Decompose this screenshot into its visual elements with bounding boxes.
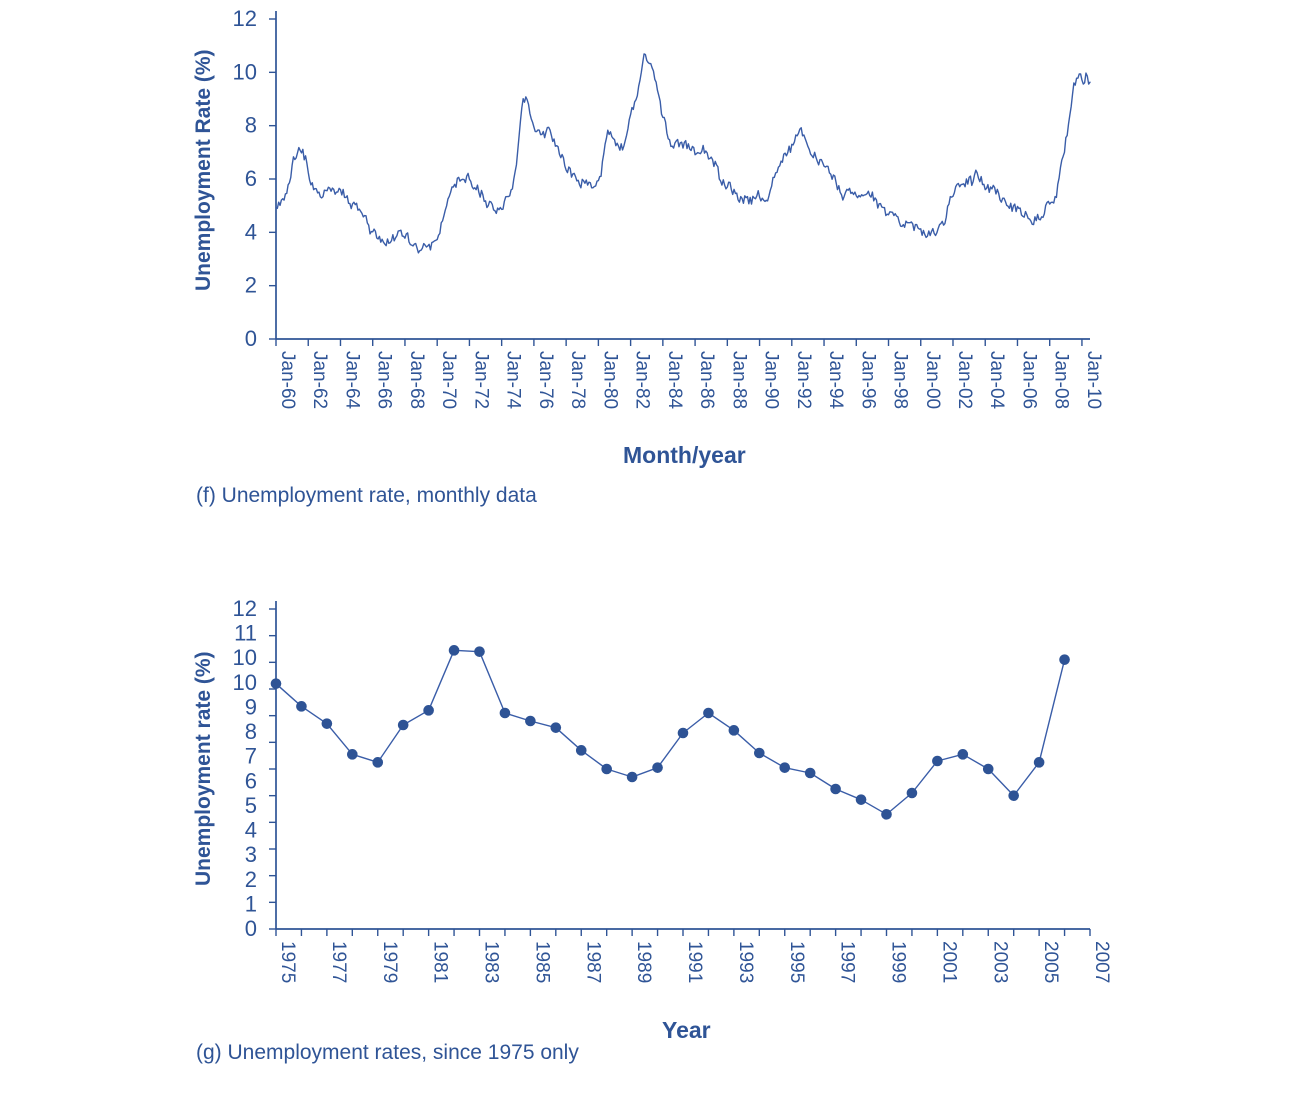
svg-text:2003: 2003: [989, 941, 1010, 983]
svg-text:2007: 2007: [1091, 941, 1112, 983]
svg-text:Jan-98: Jan-98: [890, 351, 911, 409]
svg-text:2001: 2001: [938, 941, 959, 983]
svg-text:1975: 1975: [277, 941, 298, 983]
svg-text:12: 12: [233, 596, 257, 621]
svg-text:1999: 1999: [888, 941, 909, 983]
svg-text:Jan-66: Jan-66: [374, 351, 395, 409]
svg-text:1991: 1991: [684, 941, 705, 983]
svg-text:10: 10: [233, 59, 257, 84]
svg-text:10: 10: [233, 645, 257, 670]
svg-text:Jan-68: Jan-68: [406, 351, 427, 409]
svg-text:Jan-88: Jan-88: [728, 351, 749, 409]
svg-text:Jan-04: Jan-04: [986, 351, 1007, 410]
svg-text:0: 0: [245, 326, 257, 351]
svg-text:1995: 1995: [786, 941, 807, 983]
svg-text:Jan-06: Jan-06: [1018, 351, 1039, 409]
svg-text:Jan-10: Jan-10: [1083, 351, 1104, 409]
svg-text:2: 2: [245, 273, 257, 298]
svg-text:2: 2: [245, 867, 257, 892]
svg-text:Jan-78: Jan-78: [567, 351, 588, 409]
svg-text:4: 4: [245, 219, 257, 244]
svg-text:10: 10: [233, 670, 257, 695]
svg-text:Jan-00: Jan-00: [922, 351, 943, 409]
svg-text:8: 8: [245, 719, 257, 744]
svg-text:9: 9: [245, 694, 257, 719]
svg-text:1989: 1989: [633, 941, 654, 983]
svg-text:2005: 2005: [1040, 941, 1061, 983]
svg-text:Jan-80: Jan-80: [599, 351, 620, 409]
svg-text:Jan-90: Jan-90: [761, 351, 782, 409]
svg-text:Jan-94: Jan-94: [825, 351, 846, 410]
svg-text:Jan-60: Jan-60: [277, 351, 298, 409]
svg-text:Jan-70: Jan-70: [438, 351, 459, 409]
svg-text:8: 8: [245, 113, 257, 138]
svg-text:11: 11: [234, 621, 257, 646]
svg-text:1987: 1987: [582, 941, 603, 983]
svg-text:1979: 1979: [379, 941, 400, 983]
svg-text:1981: 1981: [430, 941, 451, 983]
svg-text:Jan-08: Jan-08: [1051, 351, 1072, 409]
svg-text:Jan-96: Jan-96: [857, 351, 878, 409]
svg-text:5: 5: [245, 793, 257, 818]
svg-text:Jan-92: Jan-92: [793, 351, 814, 409]
svg-text:Jan-72: Jan-72: [470, 351, 491, 409]
svg-text:6: 6: [245, 166, 257, 191]
svg-text:Jan-64: Jan-64: [341, 351, 362, 410]
svg-text:4: 4: [245, 818, 257, 843]
svg-text:1993: 1993: [735, 941, 756, 983]
svg-text:Jan-74: Jan-74: [503, 351, 524, 410]
svg-text:Jan-76: Jan-76: [535, 351, 556, 409]
svg-text:1983: 1983: [481, 941, 502, 983]
svg-text:Jan-02: Jan-02: [954, 351, 975, 409]
svg-text:Jan-86: Jan-86: [696, 351, 717, 409]
svg-text:3: 3: [245, 842, 257, 867]
svg-text:Jan-82: Jan-82: [632, 351, 653, 409]
svg-text:1: 1: [245, 891, 257, 916]
svg-text:Jan-84: Jan-84: [664, 351, 685, 410]
svg-text:1985: 1985: [531, 941, 552, 983]
svg-text:1997: 1997: [837, 941, 858, 983]
svg-text:1977: 1977: [328, 941, 349, 983]
svg-text:12: 12: [233, 6, 257, 31]
svg-text:0: 0: [245, 916, 257, 941]
svg-text:6: 6: [245, 768, 257, 793]
svg-text:Jan-62: Jan-62: [309, 351, 330, 409]
svg-text:7: 7: [245, 744, 257, 769]
